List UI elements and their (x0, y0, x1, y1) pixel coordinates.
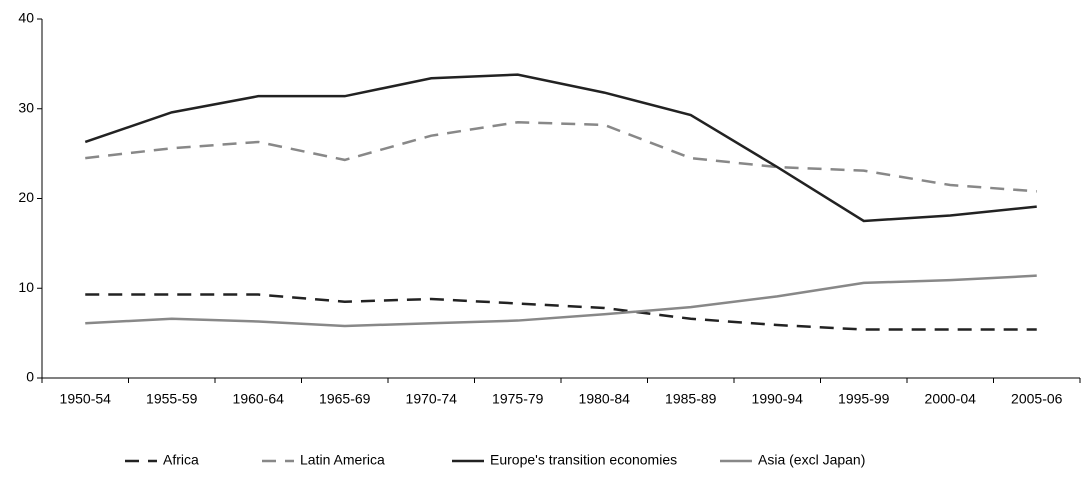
x-tick-label: 1950-54 (60, 391, 112, 407)
y-tick-label: 30 (18, 99, 34, 115)
x-tick-label: 1960-64 (233, 391, 285, 407)
x-tick-label: 1980-84 (579, 391, 631, 407)
legend-label: Latin America (300, 452, 385, 468)
legend-label: Africa (163, 452, 199, 468)
x-tick-label: 1995-99 (838, 391, 890, 407)
x-tick-label: 1970-74 (406, 391, 458, 407)
series-line (85, 274, 1037, 328)
y-tick-label: 40 (18, 10, 34, 26)
series-line (84, 73, 1037, 223)
series-line (85, 293, 1037, 331)
x-tick-label: 2005-06 (1011, 391, 1063, 407)
x-tick-label: 1975-79 (492, 391, 544, 407)
x-tick-label: 1955-59 (146, 391, 198, 407)
y-tick-label: 10 (18, 279, 34, 295)
x-tick-label: 1990-94 (752, 391, 804, 407)
y-tick-label: 20 (18, 189, 34, 205)
series-line (85, 120, 1037, 193)
x-tick-label: 1985-89 (665, 391, 717, 407)
x-tick-label: 2000-04 (925, 391, 977, 407)
y-tick-label: 0 (26, 369, 34, 385)
legend-label: Europe's transition economies (490, 452, 677, 468)
legend-label: Asia (excl Japan) (758, 452, 865, 468)
x-tick-label: 1965-69 (319, 391, 371, 407)
